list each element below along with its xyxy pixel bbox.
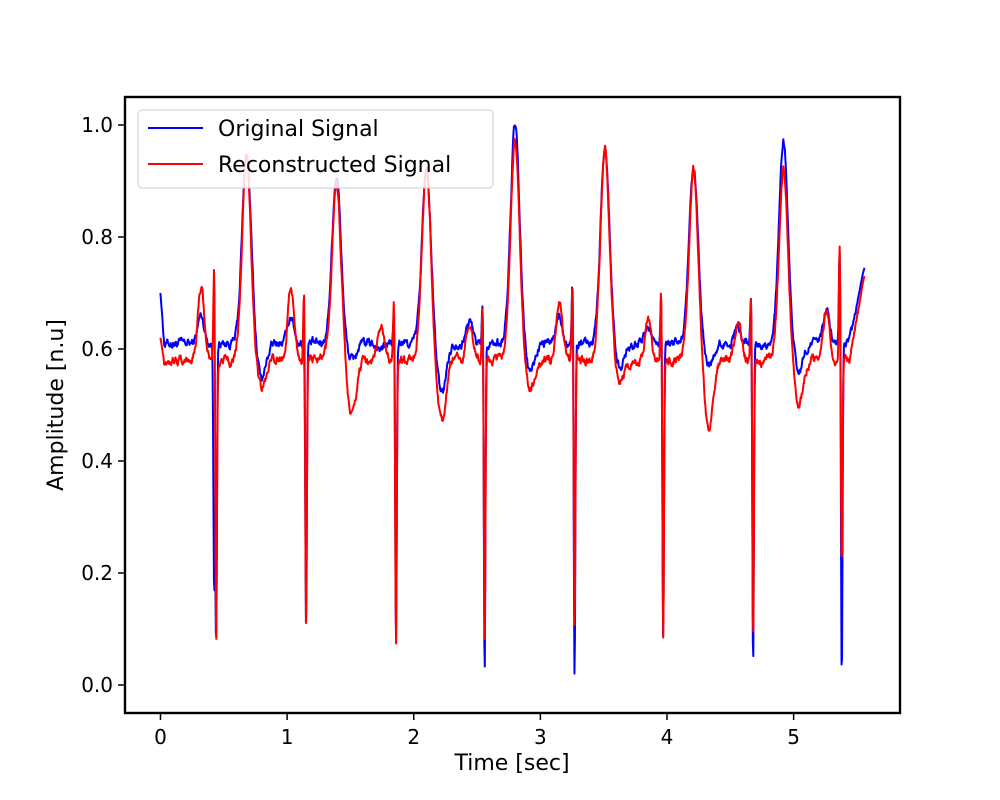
y-tick-label: 0.8 [81, 225, 113, 249]
x-axis-label: Time [sec] [453, 751, 569, 776]
y-tick-label: 0.4 [81, 449, 113, 473]
legend: Original Signal Reconstructed Signal [137, 109, 494, 189]
series-line-reconstructed [159, 137, 866, 645]
legend-box [137, 109, 494, 189]
y-axis-ticks: 0.0 0.2 0.4 0.6 0.8 1.0 [81, 113, 125, 697]
series-line-original [159, 124, 866, 675]
legend-label-original: Original Signal [218, 117, 379, 142]
legend-label-reconstructed: Reconstructed Signal [218, 153, 451, 178]
x-tick-label: 4 [661, 725, 674, 749]
x-tick-label: 2 [407, 725, 420, 749]
y-tick-label: 1.0 [81, 113, 113, 137]
axes-frame [123, 95, 902, 715]
y-tick-label: 0.0 [81, 673, 113, 697]
x-tick-label: 0 [154, 725, 167, 749]
x-tick-label: 1 [281, 725, 294, 749]
x-tick-label: 5 [787, 725, 800, 749]
y-tick-label: 0.6 [81, 337, 113, 361]
x-axis-ticks: 0 1 2 3 4 5 [154, 713, 800, 749]
y-axis-label: Amplitude [n.u] [44, 319, 69, 491]
y-tick-label: 0.2 [81, 561, 113, 585]
plot-area [159, 124, 866, 675]
x-tick-label: 3 [534, 725, 547, 749]
